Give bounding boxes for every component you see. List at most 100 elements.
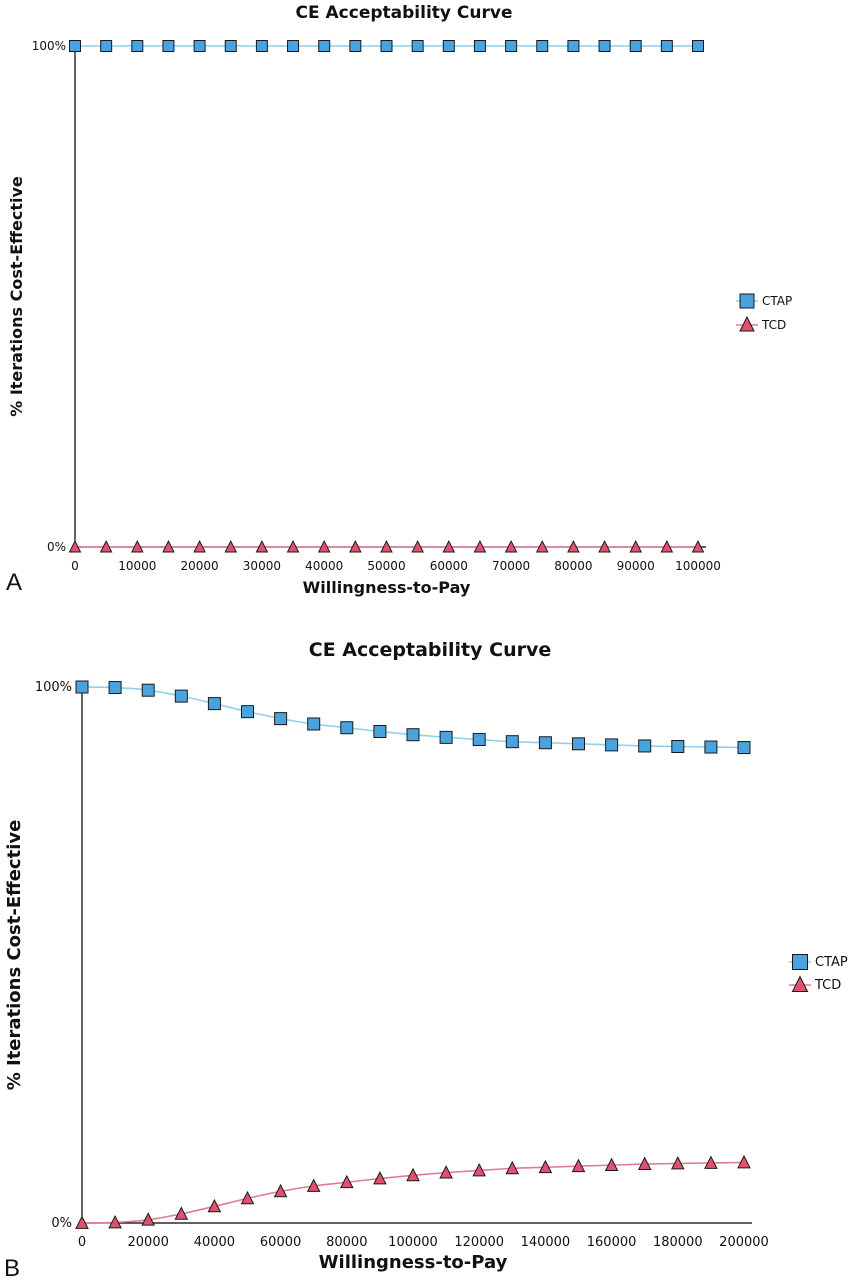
x-tick-label: 60000 — [260, 1235, 301, 1250]
data-point-ctap — [704, 740, 718, 754]
data-point-tcd — [473, 539, 487, 553]
data-point-tcd — [306, 1178, 321, 1192]
data-point-ctap — [605, 738, 619, 752]
data-point-ctap — [598, 40, 611, 52]
x-tick-label: 0 — [78, 1235, 86, 1250]
x-tick-label: 50000 — [367, 559, 405, 573]
data-point-tcd — [411, 539, 424, 553]
data-point-tcd — [380, 539, 393, 553]
legend-label: TCD — [761, 318, 786, 332]
data-point-tcd — [108, 1214, 122, 1229]
x-tick-label: 0 — [71, 559, 79, 573]
data-point-ctap — [629, 40, 642, 52]
data-point-ctap — [255, 40, 268, 52]
data-point-tcd — [373, 1171, 387, 1185]
series-ctap — [69, 40, 704, 52]
data-point-ctap — [75, 680, 89, 694]
data-point-tcd — [571, 1158, 586, 1173]
data-point-ctap — [287, 40, 300, 52]
data-point-tcd — [505, 1160, 520, 1175]
series-tcd — [75, 1154, 751, 1229]
legend-marker-triangle — [739, 315, 755, 332]
data-point-tcd — [660, 539, 674, 553]
data-point-ctap — [340, 721, 354, 735]
x-tick-label: 10000 — [118, 559, 156, 573]
data-point-ctap — [373, 724, 387, 738]
data-point-tcd — [442, 539, 456, 553]
data-point-ctap — [660, 40, 673, 52]
data-point-ctap — [505, 735, 519, 749]
x-tick-label: 180000 — [653, 1235, 703, 1250]
panel-label: B — [4, 1255, 20, 1280]
y-tick-label: 0% — [47, 540, 66, 554]
data-point-tcd — [629, 539, 643, 553]
data-point-tcd — [141, 1212, 156, 1226]
legend-item-tcd: TCD — [789, 975, 841, 993]
data-point-ctap — [274, 712, 288, 726]
x-tick-label: 140000 — [521, 1235, 571, 1250]
data-point-tcd — [286, 539, 300, 553]
x-axis-title: Willingness-to-Pay — [303, 578, 471, 597]
chart-panel-a: CE Acceptability Curve A 0 10000 20000 30000 4… — [6, 3, 792, 597]
series-tcd — [68, 539, 705, 553]
series-ctap — [75, 680, 751, 755]
data-point-ctap — [307, 717, 321, 731]
data-point-tcd — [349, 539, 362, 553]
data-point-ctap — [380, 40, 393, 52]
data-point-ctap — [411, 40, 424, 52]
y-tick-label: 0% — [51, 1216, 72, 1231]
data-point-ctap — [131, 40, 144, 52]
y-tick-label: 100% — [32, 39, 66, 53]
chart-title: CE Acceptability Curve — [309, 639, 552, 661]
data-point-tcd — [704, 1155, 718, 1169]
data-point-tcd — [598, 539, 611, 553]
x-tick-label: 200000 — [719, 1235, 769, 1250]
data-point-tcd — [174, 1206, 189, 1220]
data-point-ctap — [174, 689, 188, 703]
data-point-tcd — [339, 1174, 354, 1189]
data-point-tcd — [99, 539, 113, 553]
data-point-tcd — [224, 539, 238, 553]
data-point-tcd — [604, 1157, 619, 1172]
legend-item-tcd: TCD — [736, 315, 786, 332]
chart-panel-b: CE Acceptability Curve B 0 20000 40000 60000 8… — [4, 639, 848, 1280]
y-tick-label: 100% — [35, 680, 72, 695]
data-point-tcd — [637, 1156, 652, 1170]
data-point-ctap — [193, 40, 206, 52]
legend-marker-triangle — [791, 975, 809, 992]
data-point-ctap — [141, 683, 155, 697]
panel-label: A — [6, 569, 22, 596]
data-point-ctap — [473, 40, 486, 52]
legend-label: TCD — [814, 978, 841, 993]
data-point-ctap — [349, 40, 362, 52]
data-point-ctap — [69, 40, 81, 52]
data-point-tcd — [273, 1183, 288, 1198]
data-point-tcd — [130, 539, 144, 553]
x-tick-label: 90000 — [617, 559, 655, 573]
data-point-ctap — [671, 739, 685, 753]
data-point-tcd — [207, 1198, 222, 1213]
data-point-ctap — [567, 40, 580, 52]
data-point-tcd — [567, 539, 580, 553]
x-tick-label: 70000 — [492, 559, 530, 573]
data-point-tcd — [240, 1190, 255, 1205]
x-tick-label: 20000 — [181, 559, 219, 573]
data-point-tcd — [75, 1215, 89, 1229]
data-point-ctap — [241, 705, 254, 719]
data-point-tcd — [439, 1165, 453, 1179]
data-point-ctap — [737, 741, 751, 755]
data-point-ctap — [638, 739, 652, 753]
data-point-ctap — [538, 736, 552, 750]
data-point-ctap — [472, 733, 486, 747]
chart-title: CE Acceptability Curve — [296, 3, 513, 23]
x-tick-label: 160000 — [587, 1235, 637, 1250]
data-point-ctap — [100, 40, 113, 52]
legend-marker-square — [792, 954, 808, 970]
data-point-ctap — [692, 40, 704, 52]
data-point-ctap — [536, 40, 549, 52]
x-tick-label: 100000 — [388, 1235, 438, 1250]
x-tick-label: 80000 — [554, 559, 592, 573]
legend-label: CTAP — [762, 294, 792, 308]
x-tick-label: 100000 — [675, 559, 721, 573]
